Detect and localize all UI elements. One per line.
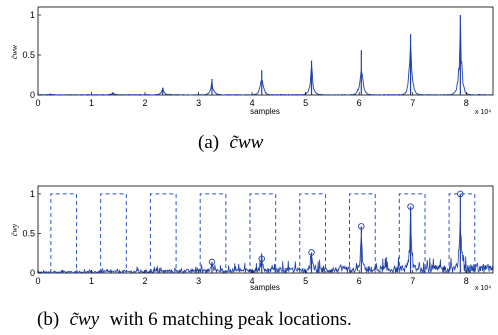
a-ytick-label-0: 0 xyxy=(30,90,35,100)
b-xtick-label-6: 6 xyxy=(357,276,362,286)
a-ytick-label-1: 0.5 xyxy=(22,50,35,60)
b-window-4 xyxy=(249,193,277,273)
panel-b-axes: 0 1 2 3 4 5 6 7 8 0 0.5 1 xyxy=(22,189,468,286)
b-series-line xyxy=(37,206,494,275)
panel-a-xlabel: samples xyxy=(250,107,280,116)
b-ytick-label-0: 0 xyxy=(30,268,35,278)
b-ytick-label-1: 0.5 xyxy=(22,228,35,238)
panel-b-ylabel: c̃wy xyxy=(10,223,19,236)
panel-b-caption: (b) c̃wy with 6 matching peak locations. xyxy=(37,309,352,330)
panel-b-caption-prefix: (b) xyxy=(37,309,59,330)
b-peak-marker-0 xyxy=(208,258,216,266)
b-window-6 xyxy=(349,193,376,273)
a-xtick-label-0: 0 xyxy=(35,98,40,108)
b-window-0 xyxy=(50,193,78,273)
a-xtick-label-2: 2 xyxy=(143,98,148,108)
panel-b-caption-rest: with 6 matching peak locations. xyxy=(110,309,352,330)
b-xtick-label-8: 8 xyxy=(464,276,469,286)
b-xtick-label-7: 7 xyxy=(410,276,415,286)
panel-a-chart: 0 1 2 3 4 5 6 7 8 0 0.5 1 samples x 10⁴ c̃ww (a) c̃… xyxy=(10,6,494,153)
panel-b-xlabel: samples xyxy=(250,283,280,292)
panel-a-caption-prefix: (a) xyxy=(198,132,219,153)
panel-b-x-exponent: x 10⁴ xyxy=(475,285,491,292)
panel-a-ylabel: c̃ww xyxy=(10,44,19,59)
b-peak-marker-5 xyxy=(457,190,464,198)
a-series-line xyxy=(38,24,494,96)
b-xtick-label-1: 1 xyxy=(89,276,94,286)
b-peak-marker-2 xyxy=(308,249,315,256)
a-xtick-label-1: 1 xyxy=(89,98,94,108)
panel-a-axes-frame xyxy=(37,6,494,96)
b-xtick-label-4: 4 xyxy=(250,276,255,286)
panel-b-caption-math: c̃wy xyxy=(70,309,100,330)
b-peak-marker-3 xyxy=(358,223,365,230)
b-window-7 xyxy=(398,193,426,273)
b-xtick-label-0: 0 xyxy=(35,276,40,286)
b-window-3 xyxy=(199,193,227,273)
a-xtick-label-8: 8 xyxy=(464,98,469,108)
b-peak-marker-1 xyxy=(258,255,266,263)
a-xtick-label-6: 6 xyxy=(357,98,362,108)
a-ytick-label-2: 1 xyxy=(30,10,35,20)
a-xtick-label-5: 5 xyxy=(303,98,308,108)
panel-b-chart: 0 1 2 3 4 5 6 7 8 0 0.5 1 samples x 10⁴ c̃wy (b) c̃… xyxy=(10,185,494,330)
b-window-5 xyxy=(299,193,326,273)
b-xtick-label-2: 2 xyxy=(143,276,148,286)
b-window-2 xyxy=(149,193,177,273)
b-xtick-label-5: 5 xyxy=(303,276,308,286)
panel-a-caption: (a) c̃ww xyxy=(198,132,264,153)
panel-b-peak-markers xyxy=(208,190,464,266)
panel-b-series xyxy=(37,193,494,275)
b-ytick-label-2: 1 xyxy=(30,189,35,199)
a-xtick-label-7: 7 xyxy=(410,98,415,108)
panel-a-axes: 0 1 2 3 4 5 6 7 8 0 0.5 1 xyxy=(22,10,468,108)
b-window-8 xyxy=(448,193,476,273)
panel-a-x-exponent: x 10⁴ xyxy=(475,109,491,116)
panel-a-caption-math: c̃ww xyxy=(230,132,264,153)
panel-a-series xyxy=(38,15,494,96)
a-xtick-label-3: 3 xyxy=(196,98,201,108)
b-peak-marker-4 xyxy=(407,203,414,210)
b-window-1 xyxy=(100,193,127,273)
b-xtick-label-3: 3 xyxy=(196,276,201,286)
a-xtick-label-4: 4 xyxy=(250,98,255,108)
panel-b-windows xyxy=(50,193,476,273)
panel-b-axes-frame xyxy=(37,185,494,274)
